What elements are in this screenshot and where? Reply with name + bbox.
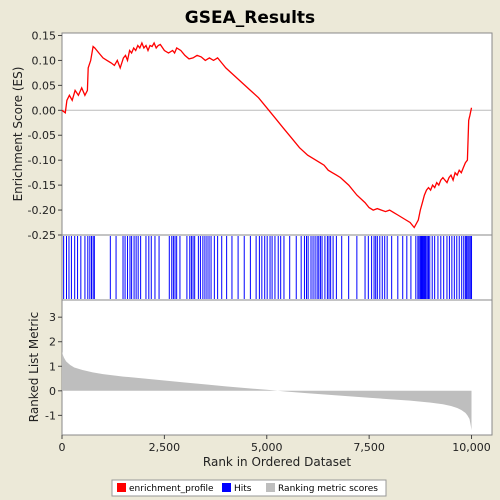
es-y-tick-label: -0.15 <box>28 179 56 192</box>
x-axis-label: Rank in Ordered Dataset <box>203 455 351 469</box>
x-tick-label: 0 <box>59 441 66 454</box>
metric-y-tick-label: 2 <box>49 336 56 349</box>
legend-swatch-metric <box>266 483 275 492</box>
es-y-tick-label: 0.10 <box>32 54 57 67</box>
metric-plot-area <box>61 299 493 436</box>
x-tick-label: 5,000 <box>251 441 283 454</box>
legend-label-metric: Ranking metric scores <box>278 484 378 494</box>
es-y-tick-label: 0.00 <box>32 104 57 117</box>
legend-box <box>111 479 387 497</box>
x-tick-label: 10,000 <box>452 441 491 454</box>
enrichment-panel: 0.15 0.10 0.05 0.00 -0.05 -0.10 -0.15 -0.20 -0.2… <box>11 29 493 242</box>
es-y-tick-label: -0.05 <box>28 129 56 142</box>
hits-panel <box>61 234 493 301</box>
metric-y-tick-label: -1 <box>45 409 56 422</box>
legend-label-hits: Hits <box>234 484 252 494</box>
enrichment-plot-area <box>61 32 493 236</box>
chart-title: GSEA_Results <box>185 8 315 28</box>
legend-swatch-enrichment <box>117 483 126 492</box>
metric-panel: 3 2 1 0 -1 Ranked List Metric <box>27 299 493 436</box>
x-tick-label: 7,500 <box>353 441 385 454</box>
metric-y-tick-label: 3 <box>49 311 56 324</box>
es-y-tick-label: 0.05 <box>32 79 57 92</box>
es-y-tick-label: -0.25 <box>28 229 56 242</box>
metric-y-axis-label: Ranked List Metric <box>27 312 41 422</box>
metric-y-tick-label: 1 <box>49 360 56 373</box>
es-y-tick-label: 0.15 <box>32 29 57 42</box>
es-y-tick-label: -0.20 <box>28 204 56 217</box>
legend-swatch-hits <box>222 483 231 492</box>
legend-label-enrichment: enrichment_profile <box>129 484 214 494</box>
legend: enrichment_profile Hits Ranking metric s… <box>111 479 387 497</box>
x-tick-label: 2,500 <box>149 441 181 454</box>
metric-y-tick-label: 0 <box>49 385 56 398</box>
es-y-tick-label: -0.10 <box>28 154 56 167</box>
ranked-metric-area <box>62 351 472 431</box>
enrichment-profile-line <box>61 41 473 229</box>
es-y-axis-label: Enrichment Score (ES) <box>11 67 25 202</box>
